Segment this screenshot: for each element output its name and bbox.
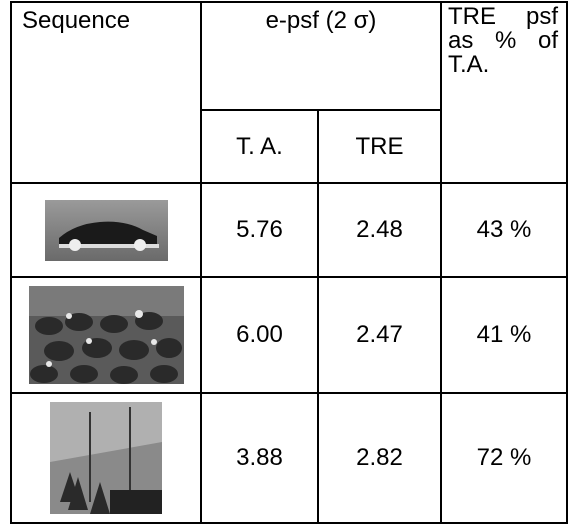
cell-text: 2.82 xyxy=(356,444,403,471)
header-text: T. A. xyxy=(236,133,283,160)
header-text: e-psf (2 σ) xyxy=(266,7,377,34)
cell-text: 2.48 xyxy=(356,216,403,243)
cell: 41 % xyxy=(441,277,567,393)
header-text: TRE xyxy=(356,133,404,160)
header-cell: TRE psf as % of T.A. xyxy=(441,2,567,183)
header-cell: e-psf (2 σ) xyxy=(201,2,441,110)
image-cell xyxy=(11,183,201,277)
header-cell: Sequence xyxy=(11,2,201,183)
cell-text: 5.76 xyxy=(236,216,283,243)
image-cell xyxy=(11,393,201,523)
header-text: Sequence xyxy=(22,7,130,34)
header-text: TRE psf as % of T.A. xyxy=(448,3,558,78)
image-cell xyxy=(11,277,201,393)
header-cell: T. A. xyxy=(201,110,318,183)
cell-text: 41 % xyxy=(477,321,532,348)
cell: 3.88 xyxy=(201,393,318,523)
header-cell: TRE xyxy=(318,110,441,183)
cell: 72 % xyxy=(441,393,567,523)
cell-text: 43 % xyxy=(477,216,532,243)
cell-text: 72 % xyxy=(477,444,532,471)
cell: 2.48 xyxy=(318,183,441,277)
cell-text: 2.47 xyxy=(356,321,403,348)
results-table: Sequence e-psf (2 σ) TRE psf as % of T.A… xyxy=(10,1,568,524)
cell: 6.00 xyxy=(201,277,318,393)
cell-text: 6.00 xyxy=(236,321,283,348)
cell: 5.76 xyxy=(201,183,318,277)
street-thumbnail xyxy=(50,402,162,514)
cell: 43 % xyxy=(441,183,567,277)
cell: 2.82 xyxy=(318,393,441,523)
cell: 2.47 xyxy=(318,277,441,393)
cell-text: 3.88 xyxy=(236,444,283,471)
parking-thumbnail xyxy=(29,286,184,384)
car-thumbnail xyxy=(45,200,168,261)
page: {"table": { "header": {"sequence": "Sequ… xyxy=(0,0,568,523)
